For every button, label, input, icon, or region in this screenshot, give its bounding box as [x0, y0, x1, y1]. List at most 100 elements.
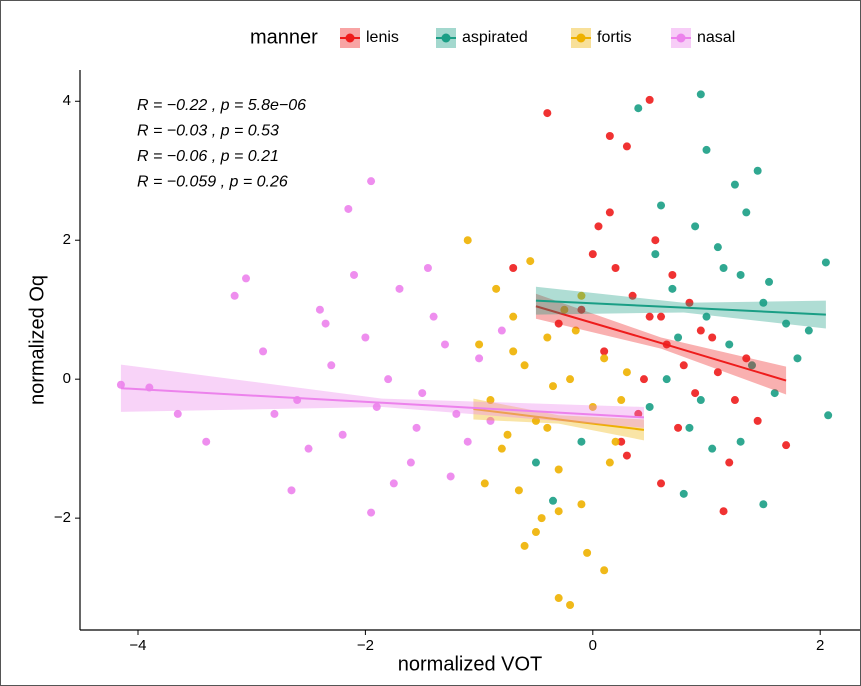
x-tick-label: 2 — [816, 637, 824, 654]
point — [696, 326, 705, 335]
y-tick-label: 4 — [63, 92, 71, 109]
fit-line — [535, 305, 787, 382]
point — [685, 423, 694, 432]
point — [747, 361, 756, 370]
point — [554, 319, 563, 328]
point — [503, 430, 512, 439]
point — [509, 264, 518, 273]
point — [531, 416, 540, 425]
point — [674, 423, 683, 432]
point — [418, 389, 427, 398]
point — [611, 437, 620, 446]
point — [560, 305, 569, 314]
point — [315, 305, 324, 314]
point — [725, 340, 734, 349]
point — [259, 347, 268, 356]
point — [804, 326, 813, 335]
point — [594, 222, 603, 231]
point — [605, 208, 614, 217]
legend-key-point — [441, 33, 451, 43]
point — [554, 465, 563, 474]
point — [742, 208, 751, 217]
point — [406, 458, 415, 467]
point — [577, 305, 586, 314]
point — [730, 396, 739, 405]
point — [526, 257, 535, 266]
point — [793, 354, 802, 363]
point — [759, 298, 768, 307]
point — [287, 486, 296, 495]
point — [622, 451, 631, 460]
legend-label: nasal — [697, 29, 735, 46]
point — [725, 458, 734, 467]
point — [736, 437, 745, 446]
legend-item: aspirated — [436, 28, 528, 48]
point — [742, 354, 751, 363]
point — [338, 430, 347, 439]
point — [759, 500, 768, 509]
point — [577, 437, 586, 446]
point — [628, 291, 637, 300]
point — [566, 600, 575, 609]
point — [520, 541, 529, 550]
confidence-band — [120, 364, 644, 428]
point — [554, 594, 563, 603]
point — [702, 312, 711, 321]
point — [600, 566, 609, 575]
point — [230, 291, 239, 300]
point — [367, 177, 376, 186]
legend-label: aspirated — [462, 29, 528, 46]
point — [719, 264, 728, 273]
point — [509, 312, 518, 321]
annotation: R = −0.059 , p = 0.26 — [137, 174, 288, 191]
point — [543, 109, 552, 118]
point — [708, 444, 717, 453]
fit-line — [120, 387, 645, 419]
legend-label: fortis — [597, 29, 632, 46]
point — [475, 354, 484, 363]
y-axis-label: normalized Oq — [26, 275, 48, 405]
point — [753, 416, 762, 425]
point — [765, 277, 774, 286]
point — [588, 250, 597, 259]
point — [708, 333, 717, 342]
point — [691, 222, 700, 231]
legend-title: manner — [250, 26, 318, 48]
point — [571, 326, 580, 335]
point — [412, 423, 421, 432]
point — [531, 528, 540, 537]
point — [440, 340, 449, 349]
point — [537, 514, 546, 523]
point — [736, 270, 745, 279]
y-tick-label: 2 — [63, 231, 71, 248]
point — [350, 270, 359, 279]
point — [344, 204, 353, 213]
point — [622, 368, 631, 377]
annotation: R = −0.03 , p = 0.53 — [137, 123, 279, 140]
point — [486, 396, 495, 405]
point — [657, 312, 666, 321]
point — [384, 375, 393, 384]
point — [549, 382, 558, 391]
point — [600, 354, 609, 363]
point — [543, 423, 552, 432]
point — [782, 441, 791, 450]
y-tick-label: −2 — [54, 509, 71, 526]
legend-key-point — [676, 33, 686, 43]
point — [730, 180, 739, 189]
point — [668, 284, 677, 293]
point — [634, 104, 643, 113]
point — [645, 95, 654, 104]
point — [509, 347, 518, 356]
point — [577, 500, 586, 509]
point — [270, 409, 279, 418]
point — [116, 380, 125, 389]
point — [321, 319, 330, 328]
point — [685, 298, 694, 307]
point — [645, 402, 654, 411]
x-tick-label: −4 — [129, 637, 146, 654]
annotation: R = −0.06 , p = 0.21 — [137, 148, 279, 165]
point — [713, 368, 722, 377]
point — [691, 389, 700, 398]
